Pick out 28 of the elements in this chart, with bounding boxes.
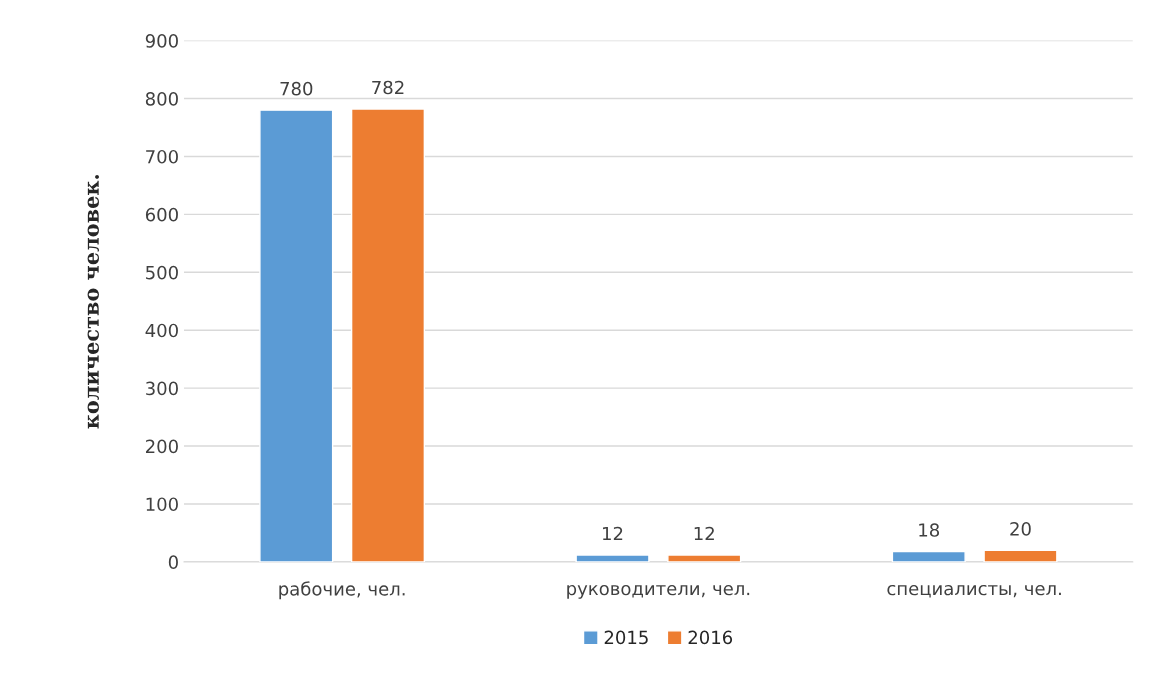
x-tick-label: специалисты, чел. [887, 584, 1061, 598]
y-tick-label: 700 [146, 149, 178, 164]
y-tick-label: 600 [145, 207, 178, 222]
data-label: 12 [603, 526, 623, 541]
y-tick-label: 400 [145, 323, 178, 338]
bar [575, 554, 650, 562]
data-label: 18 [919, 523, 940, 537]
x-tick-label: руководители, чел. [567, 584, 750, 599]
data-label: 782 [372, 80, 404, 95]
y-tick-label: 100 [146, 497, 178, 512]
y-tick-label: 800 [145, 92, 178, 106]
x-tick-label: рабочие, чел. [279, 581, 405, 600]
y-axis-title: количество человек. [87, 175, 99, 429]
y-tick-label: 200 [146, 439, 178, 454]
y-tick-label: 500 [146, 265, 178, 280]
y-tick-label: 300 [146, 381, 178, 396]
y-tick-label: 900 [145, 34, 178, 48]
bar [667, 554, 742, 562]
bar [983, 549, 1058, 562]
bar [891, 550, 966, 562]
data-label: 20 [1010, 522, 1031, 536]
legend-label: 2015 [604, 630, 648, 645]
bar [259, 109, 334, 562]
data-label: 12 [694, 526, 714, 541]
legend-label: 2016 [688, 630, 733, 645]
y-tick-label: 0 [168, 555, 178, 570]
data-label: 780 [280, 81, 313, 96]
bar [350, 108, 426, 562]
